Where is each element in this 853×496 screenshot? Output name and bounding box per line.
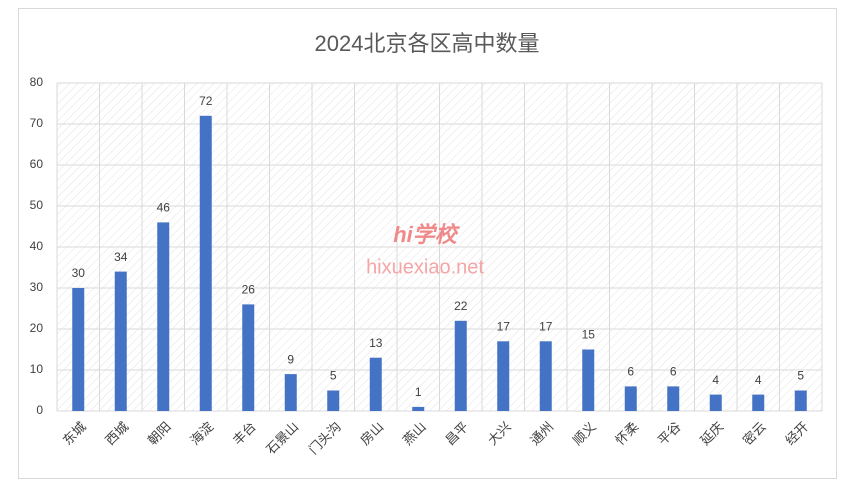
- data-label: 46: [157, 201, 171, 215]
- chart-title: 2024北京各区高中数量: [315, 31, 540, 56]
- y-tick-label: 30: [30, 280, 44, 294]
- bar: [454, 320, 467, 411]
- bar: [369, 357, 382, 411]
- data-label: 17: [497, 319, 511, 333]
- data-label: 30: [72, 266, 86, 280]
- data-label: 15: [582, 328, 596, 342]
- bar: [752, 394, 765, 411]
- data-label: 6: [670, 365, 677, 379]
- data-label: 13: [369, 336, 383, 350]
- bar: [709, 394, 722, 411]
- bar: [327, 390, 340, 411]
- data-label: 6: [627, 365, 634, 379]
- data-label: 17: [539, 319, 553, 333]
- y-tick-label: 80: [30, 75, 44, 89]
- bar: [667, 386, 680, 411]
- bar: [582, 349, 595, 411]
- y-tick-label: 50: [30, 198, 44, 212]
- bar: [72, 288, 85, 411]
- watermark-logo: hi学校: [393, 222, 461, 247]
- data-label: 1: [415, 385, 422, 399]
- data-label: 5: [797, 369, 804, 383]
- data-label: 4: [712, 373, 719, 387]
- y-tick-label: 10: [30, 362, 44, 376]
- data-label: 4: [755, 373, 762, 387]
- bar: [624, 386, 637, 411]
- bar: [497, 341, 510, 411]
- data-label: 5: [330, 369, 337, 383]
- data-label: 9: [287, 352, 294, 366]
- watermark-url: hixuexiao.net: [366, 256, 484, 278]
- bar: [539, 341, 552, 411]
- bar: [794, 390, 807, 411]
- bar: [412, 406, 425, 411]
- bar: [157, 222, 170, 411]
- bar: [284, 374, 297, 411]
- data-label: 22: [454, 299, 468, 313]
- y-tick-label: 20: [30, 321, 44, 335]
- y-tick-label: 70: [30, 116, 44, 130]
- y-tick-label: 40: [30, 239, 44, 253]
- bar: [242, 304, 255, 411]
- data-label: 26: [242, 283, 256, 297]
- data-label: 72: [199, 94, 213, 108]
- y-tick-label: 60: [30, 157, 44, 171]
- y-tick-label: 0: [36, 403, 43, 417]
- bar: [114, 271, 127, 411]
- data-label: 34: [114, 250, 128, 264]
- bar: [199, 115, 212, 412]
